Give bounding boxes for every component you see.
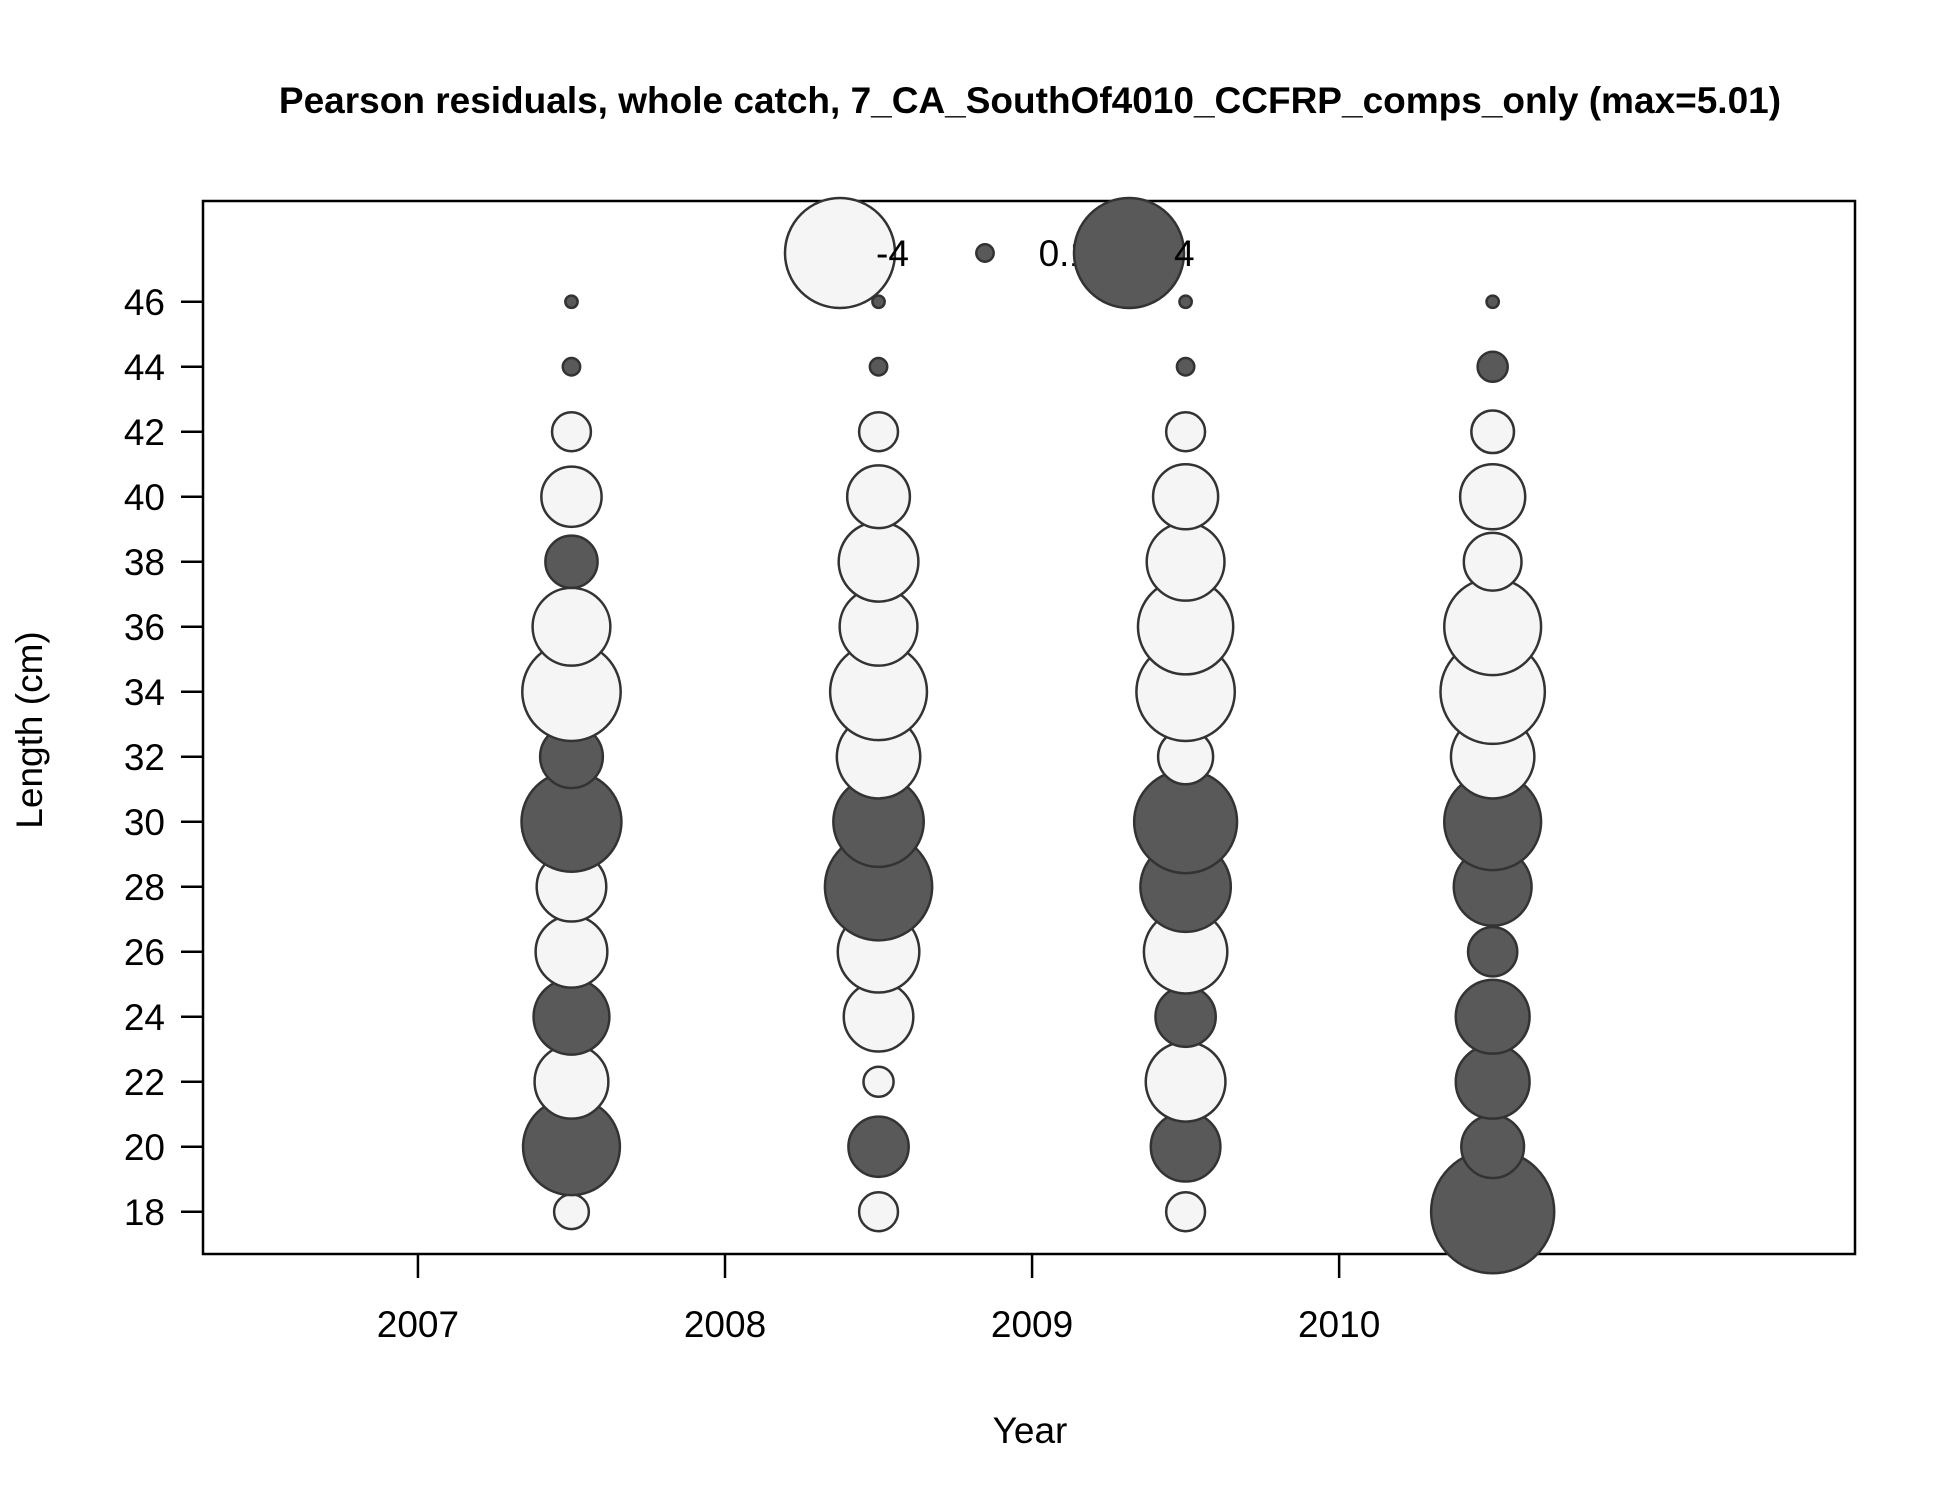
y-tick-label: 36 — [124, 607, 165, 648]
residual-bubble — [1175, 356, 1196, 377]
residual-bubble — [1132, 769, 1239, 875]
residual-bubble — [871, 294, 886, 310]
y-tick-label: 22 — [124, 1062, 165, 1103]
residual-bubble — [1151, 462, 1220, 531]
residual-bubble — [1178, 294, 1194, 310]
plot-frame — [201, 199, 1857, 1256]
legend-bubble — [975, 243, 995, 263]
residual-bubble — [552, 1193, 591, 1231]
residual-bubble — [1154, 985, 1217, 1049]
y-tick-label: 42 — [124, 412, 165, 453]
legend-bubble — [1072, 196, 1186, 310]
residual-bubble — [1164, 1191, 1207, 1233]
residual-bubble — [544, 534, 599, 590]
residual-bubble — [1454, 1043, 1531, 1120]
x-tick-label: 2007 — [377, 1304, 459, 1345]
legend-label: -4 — [876, 233, 909, 274]
residual-bubble — [534, 914, 609, 989]
residual-bubble — [1144, 1040, 1227, 1123]
residual-bubble — [1485, 294, 1501, 310]
residual-bubble — [532, 977, 611, 1056]
x-tick-label: 2008 — [684, 1304, 766, 1345]
legend: -4 0.1 4 — [783, 196, 1195, 310]
residual-bubble — [561, 356, 582, 377]
x-tick-label: 2010 — [1298, 1304, 1380, 1345]
y-tick-label: 26 — [124, 932, 165, 973]
y-tick-label: 32 — [124, 737, 165, 778]
residual-bubble — [1145, 521, 1226, 602]
residual-bubble — [1476, 350, 1509, 384]
residual-bubble — [1460, 1114, 1526, 1180]
residual-bubble — [1470, 409, 1516, 455]
y-axis-title: Length (cm) — [9, 631, 50, 828]
x-tick-label: 2009 — [991, 1304, 1073, 1345]
y-tick-label: 24 — [124, 997, 165, 1038]
y-tick-label: 34 — [124, 672, 165, 713]
residual-bubble — [1458, 462, 1527, 531]
residual-bubble — [540, 465, 603, 529]
residual-bubble — [1442, 577, 1543, 677]
chart-title: Pearson residuals, whole catch, 7_CA_Sou… — [279, 80, 1781, 121]
y-tick-label: 28 — [124, 867, 165, 908]
x-axis: 2007 2008 2009 2010 — [377, 1254, 1380, 1345]
residual-bubble — [857, 1191, 900, 1233]
legend-label: 4 — [1174, 233, 1195, 274]
residual-bubble — [837, 520, 920, 603]
bubbles-layer — [520, 294, 1556, 1275]
y-tick-label: 38 — [124, 542, 165, 583]
y-axis: 18 20 22 24 26 28 30 32 34 36 38 40 42 44 46 — [124, 282, 203, 1233]
residual-bubble — [1454, 978, 1531, 1055]
y-tick-label: 18 — [124, 1192, 165, 1233]
residual-bubble — [1164, 411, 1207, 453]
residual-bubble — [533, 1043, 610, 1120]
residual-bubble — [550, 411, 593, 453]
residual-bubble — [531, 586, 612, 667]
y-tick-label: 20 — [124, 1127, 165, 1168]
residual-bubble — [1462, 531, 1523, 592]
y-tick-label: 30 — [124, 802, 165, 843]
residual-bubble — [845, 464, 912, 530]
residual-bubble — [847, 1115, 910, 1179]
x-axis-title: Year — [993, 1410, 1068, 1451]
y-tick-label: 40 — [124, 477, 165, 518]
y-tick-label: 44 — [124, 347, 165, 388]
residual-bubble — [564, 294, 579, 310]
residual-bubble — [868, 356, 889, 377]
y-tick-label: 46 — [124, 282, 165, 323]
residual-bubble — [857, 411, 900, 453]
residual-bubble — [1466, 925, 1519, 978]
residual-bubble — [862, 1065, 895, 1099]
legend-bubble — [783, 196, 897, 310]
